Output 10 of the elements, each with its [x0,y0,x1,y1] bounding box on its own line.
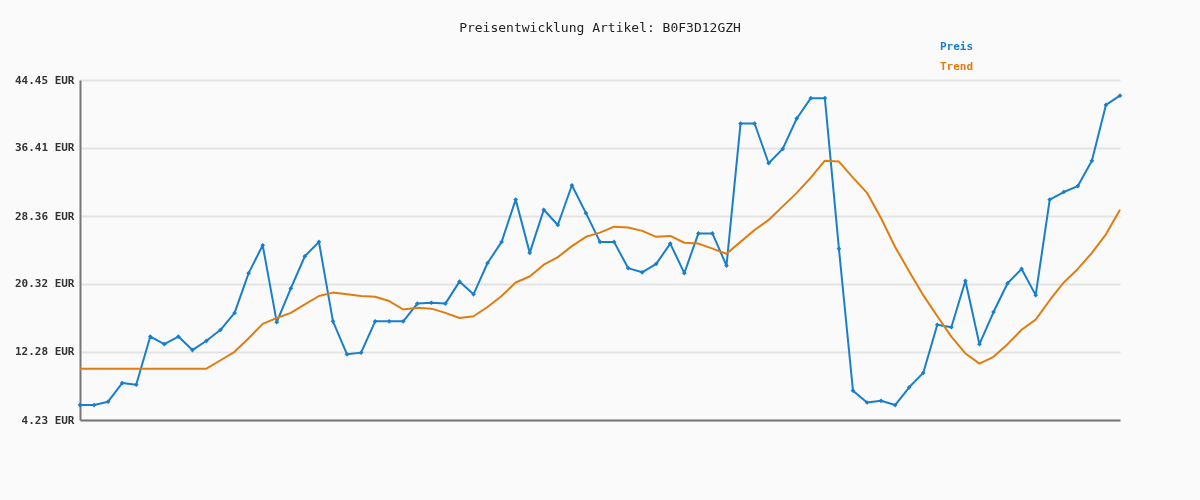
y-tick-label: 12.28 EUR [14,345,75,359]
y-tick-label: 28.36 EUR [14,209,75,223]
y-tick-label: 44.45 EUR [14,73,75,87]
text: Trend [940,60,974,73]
y-tick-label: 20.32 EUR [14,277,75,291]
line-series [79,159,1121,370]
chart-title: Preisentwicklung Artikel: B0F3D12GZH [459,20,741,35]
text: Preis [940,40,974,53]
y-tick-label: 36.41 EUR [14,141,75,155]
y-tick-label: 4.23 EUR [21,413,75,427]
